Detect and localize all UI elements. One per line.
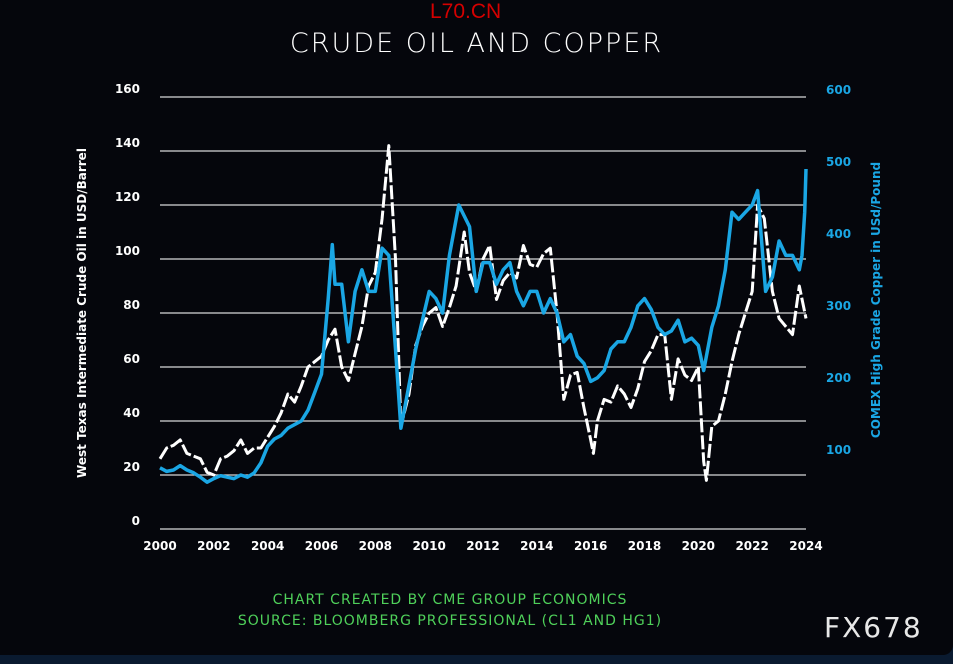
y2-tick-label: 500 (826, 155, 851, 169)
y2-tick-label: 400 (826, 227, 851, 241)
x-tick-label: 2016 (574, 539, 607, 553)
y2-tick-label: 600 (826, 83, 851, 97)
x-tick-label: 2024 (789, 539, 822, 553)
chart-credit: CHART CREATED BY CME GROUP ECONOMICS (272, 592, 628, 608)
y-tick-label: 80 (123, 298, 140, 312)
y-tick-label: 100 (115, 244, 140, 258)
brand-code: FX678 (824, 611, 923, 644)
y2-tick-label: 300 (826, 299, 851, 313)
x-tick-label: 2020 (682, 539, 715, 553)
x-tick-label: 2006 (305, 539, 338, 553)
y-tick-label: 140 (115, 136, 140, 150)
x-tick-label: 2010 (412, 539, 445, 553)
y-tick-label: 120 (115, 190, 140, 204)
y-tick-label: 40 (123, 406, 140, 420)
x-tick-label: 2018 (628, 539, 661, 553)
x-tick-label: 2000 (143, 539, 176, 553)
chart-source: SOURCE: BLOOMBERG PROFESSIONAL (CL1 AND … (237, 613, 663, 629)
x-tick-label: 2004 (251, 539, 284, 553)
y-tick-label: 60 (123, 352, 140, 366)
oil-series-line (158, 144, 808, 482)
y2-tick-label: 200 (826, 371, 851, 385)
y-tick-label: 20 (123, 460, 140, 474)
y-tick-label: 0 (132, 514, 140, 528)
x-tick-label: 2022 (735, 539, 768, 553)
y2-axis-label: COMEX High Grade Copper in USd/Pound (869, 162, 883, 438)
y2-tick-label: 100 (826, 443, 851, 457)
watermark: L70.CN (430, 0, 502, 23)
x-tick-label: 2008 (359, 539, 392, 553)
x-tick-label: 2012 (466, 539, 499, 553)
chart-title: CRUDE OIL AND COPPER (289, 28, 664, 59)
x-tick-label: 2014 (520, 539, 553, 553)
x-tick-label: 2002 (197, 539, 230, 553)
y-tick-label: 160 (115, 82, 140, 96)
copper-series-line (159, 168, 808, 484)
y-axis-label: West Texas Intermediate Crude Oil in USD… (75, 148, 89, 478)
